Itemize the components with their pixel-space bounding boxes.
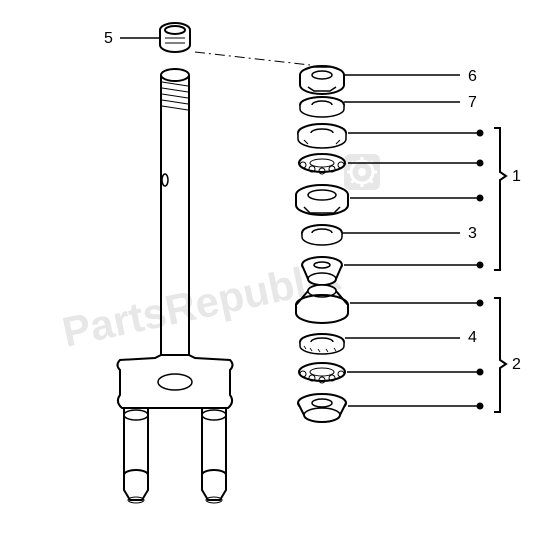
callout-3: 3 [468, 225, 477, 243]
callout-7: 7 [468, 94, 477, 112]
diagram-container: PartsRepublik [0, 0, 560, 542]
callout-4: 4 [468, 329, 477, 347]
callout-1: 1 [512, 168, 521, 186]
callout-2: 2 [512, 356, 521, 374]
callout-6: 6 [468, 68, 477, 86]
callout-5: 5 [104, 30, 113, 48]
